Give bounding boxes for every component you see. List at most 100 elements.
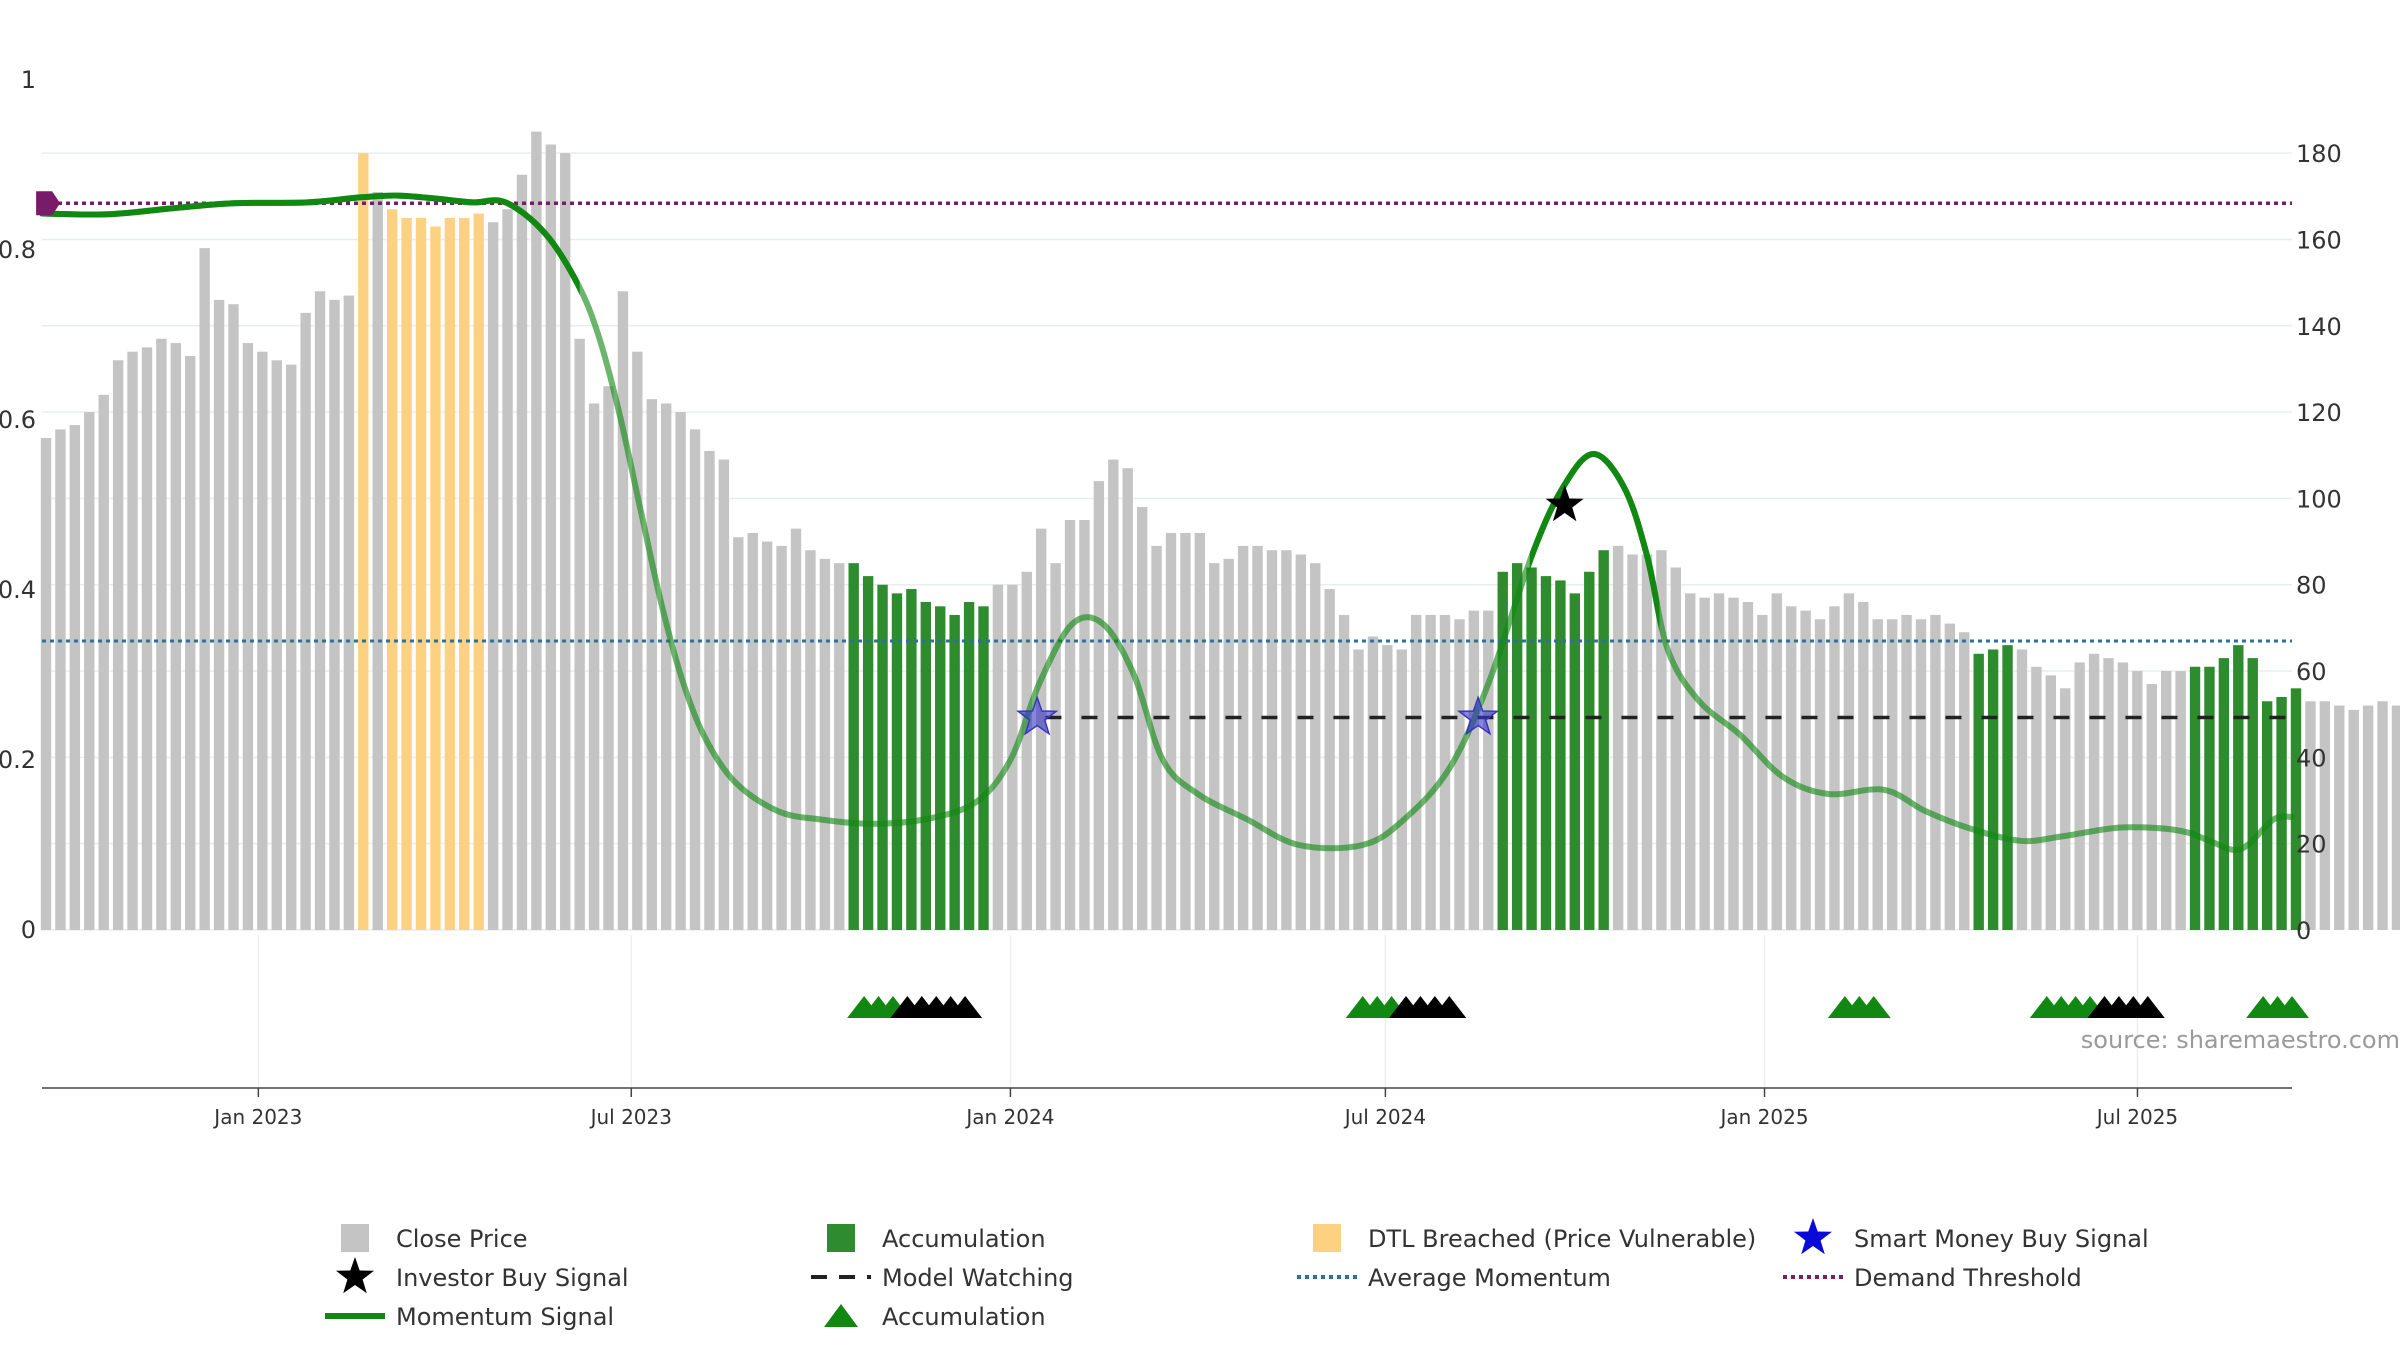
close-price-bar — [2132, 671, 2143, 930]
legend-item: Accumulation — [824, 1303, 1046, 1331]
legend-label: Model Watching — [882, 1264, 1074, 1292]
legend-label: Average Momentum — [1368, 1264, 1611, 1292]
accumulation-bar — [2290, 688, 2302, 930]
accumulation-bar — [1526, 567, 1537, 930]
accumulation-bar — [1511, 563, 1523, 930]
left-axis-tick-label: 1 — [21, 66, 36, 94]
accumulation-bar — [2276, 696, 2287, 930]
close-price-bar — [1223, 558, 1234, 930]
close-price-bar — [1136, 507, 1148, 930]
dtl-bar — [473, 213, 484, 930]
accumulation-bar — [1973, 653, 1984, 930]
legend-item: DTL Breached (Price Vulnerable) — [1313, 1224, 1756, 1253]
close-price-bar — [372, 192, 383, 930]
close-price-bar — [603, 386, 614, 930]
watching-triangle — [2130, 996, 2165, 1018]
demand-marker — [36, 191, 61, 216]
close-price-bar — [1742, 602, 1754, 930]
close-price-bar — [1872, 619, 1883, 930]
close-price-bar — [1036, 528, 1047, 930]
close-price-bar — [1930, 614, 1941, 930]
close-price-bar — [1670, 567, 1681, 930]
close-price-bar — [170, 343, 181, 931]
price-bars — [40, 131, 2400, 931]
close-price-bar — [2334, 705, 2345, 930]
right-axis-tick-label: 140 — [2296, 313, 2342, 341]
legend-item: Average Momentum — [1297, 1264, 1611, 1292]
close-price-bar — [1281, 550, 1292, 930]
accumulation-bar — [2218, 658, 2230, 930]
close-price-bar — [271, 360, 282, 930]
accumulation-bar — [877, 584, 888, 930]
legend-label: Accumulation — [882, 1225, 1046, 1253]
legend-label: Accumulation — [882, 1303, 1046, 1331]
accumulation-bar — [848, 563, 859, 930]
close-price-bar — [40, 438, 52, 930]
accumulation-bar — [906, 589, 917, 930]
x-axis-tick-label: Jan 2025 — [1718, 1105, 1808, 1129]
close-price-bar — [704, 450, 715, 930]
close-price-bar — [1886, 619, 1898, 930]
legend-item: Smart Money Buy Signal — [1794, 1218, 2149, 1255]
close-price-bar — [1252, 545, 1263, 930]
investor-buy-signal — [1545, 485, 1584, 522]
legend: Close Price Accumulation DTL Breached (Pri… — [325, 1218, 2149, 1331]
close-price-bar — [1915, 619, 1927, 930]
accumulation-bar — [2247, 658, 2258, 930]
close-price-bar — [689, 429, 701, 930]
close-price-bar — [112, 360, 124, 930]
dtl-bar — [386, 209, 398, 930]
left-axis-tick-label: 0.8 — [0, 236, 36, 264]
close-price-bar — [1483, 610, 1494, 930]
x-axis-tick-label: Jan 2023 — [212, 1105, 302, 1129]
legend-swatch — [827, 1224, 855, 1252]
close-price-bar — [1786, 606, 1797, 930]
accumulation-bar — [1540, 576, 1552, 930]
close-price-bar — [1641, 554, 1653, 930]
close-price-bar — [300, 312, 311, 930]
close-price-bar — [1454, 619, 1465, 930]
close-price-bar — [69, 425, 81, 930]
dtl-bar — [415, 217, 427, 931]
close-price-bar — [242, 343, 254, 931]
close-price-bar — [2074, 662, 2085, 930]
watching-triangle — [1432, 996, 1467, 1018]
accumulation-bar — [949, 614, 960, 930]
close-price-bar — [1266, 550, 1278, 930]
close-price-bar — [718, 459, 730, 930]
close-price-bar — [2045, 675, 2056, 930]
close-price-bar — [2175, 671, 2186, 930]
close-price-bar — [1108, 459, 1119, 930]
close-price-bar — [1310, 563, 1321, 930]
close-price-bar — [1079, 520, 1090, 930]
close-price-bar — [1858, 602, 1869, 930]
x-axis-tick-label: Jan 2024 — [964, 1105, 1054, 1129]
accumulation-bar — [920, 602, 931, 930]
source-label: source: sharemaestro.com — [2081, 1026, 2400, 1054]
close-price-bar — [199, 248, 210, 930]
close-price-bar — [805, 550, 816, 930]
close-price-bar — [545, 144, 556, 931]
close-price-bar — [1382, 645, 1393, 930]
close-price-bar — [819, 558, 831, 930]
axes: 0 0.2 0.4 0.6 0.8 1 0 20 40 60 80 100 120 140 160 180 Ja… — [0, 66, 2342, 1129]
close-price-bar — [1713, 593, 1725, 930]
accumulation-bar — [1497, 571, 1508, 930]
close-price-bar — [531, 131, 542, 930]
close-price-bar — [661, 403, 672, 930]
close-price-bar — [84, 412, 95, 931]
left-axis-tick-label: 0.2 — [0, 746, 36, 774]
dtl-bar — [459, 217, 470, 931]
accumulation-triangle — [2275, 996, 2309, 1018]
legend-label: Momentum Signal — [396, 1303, 614, 1331]
close-price-bar — [1180, 532, 1191, 930]
close-price-bar — [790, 528, 802, 930]
smart-money-buy-signal — [1016, 695, 1059, 736]
left-axis-tick-label: 0.6 — [0, 406, 36, 434]
close-price-bar — [502, 209, 513, 930]
right-axis-tick-label: 100 — [2296, 485, 2342, 513]
close-price-bar — [1468, 610, 1480, 930]
close-price-bar — [1209, 563, 1220, 930]
close-price-bar — [834, 563, 845, 930]
